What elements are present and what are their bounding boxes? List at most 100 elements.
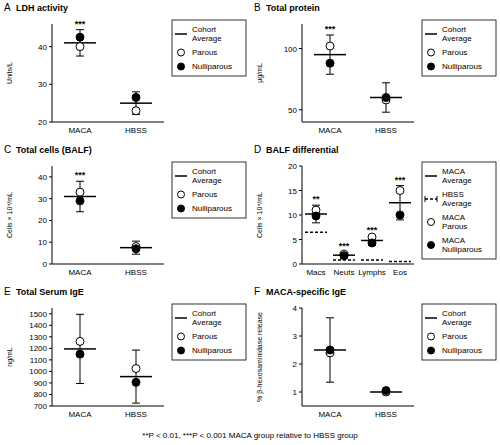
y-tick <box>299 364 302 365</box>
y-tick-label: 1100 <box>30 356 48 365</box>
legend: Cohort AverageParousNulliparous <box>422 20 496 76</box>
y-tick-label: 1200 <box>29 344 47 353</box>
average-line <box>361 259 383 261</box>
y-tick-label: 10 <box>38 238 47 247</box>
marks <box>64 314 152 403</box>
error-cap <box>76 56 84 57</box>
data-point <box>132 94 140 102</box>
legend-label: Parous <box>442 332 467 341</box>
legend-label: Cohort Average <box>192 167 222 185</box>
y-tick <box>299 264 302 265</box>
y-tick <box>49 84 52 85</box>
legend-symbol <box>178 49 185 56</box>
error-cap <box>132 254 140 255</box>
data-point <box>396 187 404 195</box>
error-cap <box>76 383 84 384</box>
error-cap <box>382 112 390 113</box>
y-tick-label: 30 <box>38 195 47 204</box>
category-label: HBSS <box>375 126 397 135</box>
panel: ALDH activityUnits/L203040MACAHBSS***Coh… <box>4 2 246 135</box>
legend-box <box>172 162 246 218</box>
data-point <box>368 239 376 247</box>
marks <box>64 30 152 115</box>
legend-label: Parous <box>192 190 217 199</box>
legend-symbol <box>425 317 437 319</box>
y-tick-label: 1500 <box>29 310 47 319</box>
category-label: MACA <box>318 410 342 419</box>
error-bar <box>132 92 140 115</box>
error-cap <box>326 382 334 383</box>
data-point <box>132 107 140 115</box>
y-tick <box>49 382 52 383</box>
y-tick-label: 1400 <box>29 321 47 330</box>
y-tick-label: 15 <box>288 187 297 196</box>
y-axis-label: % β-hexosaminidase release <box>256 312 264 402</box>
error-bar <box>132 350 140 403</box>
data-point <box>76 337 84 345</box>
significance: *** <box>75 170 86 180</box>
y-tick-label: 3 <box>293 332 298 341</box>
legend: Cohort AverageParousNulliparous <box>422 304 496 360</box>
y-tick <box>49 46 52 47</box>
category-label: HBSS <box>125 410 147 419</box>
category-label: HBSS <box>125 126 147 135</box>
y-tick-label: 1300 <box>29 333 47 342</box>
y-tick <box>49 406 52 407</box>
error-cap <box>132 350 140 351</box>
error-cap <box>396 219 404 220</box>
panel-letter: F <box>254 286 260 297</box>
error-cap <box>132 91 140 92</box>
legend-label: MACA Average <box>442 167 472 185</box>
panel-letter: E <box>4 286 11 297</box>
significance: ** <box>312 194 320 204</box>
legend-symbol <box>428 63 435 70</box>
legend: Cohort AverageParousNulliparous <box>172 304 246 360</box>
y-tick-label: 800 <box>34 390 48 399</box>
y-tick <box>299 392 302 393</box>
marks <box>314 318 402 396</box>
y-tick-label: 30 <box>38 80 47 89</box>
y-tick-label: 1 <box>293 388 298 397</box>
legend-symbol <box>178 333 185 340</box>
y-tick-label: 40 <box>38 43 47 52</box>
legend-symbol <box>175 317 187 319</box>
y-tick <box>49 359 52 360</box>
x-axis-line <box>302 122 414 123</box>
y-tick-label: 4 <box>293 304 298 313</box>
panel-title: Total protein <box>266 3 320 13</box>
significance: *** <box>75 19 86 29</box>
error-cap <box>326 35 334 36</box>
error-stem <box>80 314 81 383</box>
error-stem <box>330 35 331 74</box>
y-axis-label: ng/mL <box>6 347 14 367</box>
data-point <box>76 350 84 358</box>
data-point <box>382 387 390 395</box>
y-tick <box>299 215 302 216</box>
data-point <box>132 365 140 373</box>
panel-letter: C <box>4 144 11 155</box>
y-tick <box>299 239 302 240</box>
legend-symbol <box>175 175 187 177</box>
error-bar <box>76 30 84 56</box>
panel: BTotal proteinμg/mL50100MACAHBSS***Cohor… <box>254 2 496 135</box>
marks <box>314 35 402 112</box>
y-tick-label: 900 <box>34 379 48 388</box>
panel: ETotal Serum IgEng/mL7008009001000110012… <box>4 286 246 419</box>
data-point <box>76 43 84 51</box>
category-label: Neuts <box>334 268 355 277</box>
legend-label: Parous <box>442 48 467 57</box>
y-tick-label: 50 <box>288 106 297 115</box>
category-label: MACA <box>318 126 342 135</box>
data-point <box>326 346 334 354</box>
x-axis-line <box>302 264 414 265</box>
y-tick <box>299 48 302 49</box>
y-axis-line <box>52 308 53 406</box>
error-cap <box>326 74 334 75</box>
y-axis-line <box>302 24 303 122</box>
y-axis-label: Cells × 10⁴/mL <box>6 192 13 238</box>
panel: DBALF differentialCells × 10⁴/mL05101520… <box>254 144 496 277</box>
y-tick-label: 100 <box>284 45 298 54</box>
data-point <box>132 378 140 386</box>
panel-title: Total Serum IgE <box>16 287 84 297</box>
y-tick <box>299 109 302 110</box>
